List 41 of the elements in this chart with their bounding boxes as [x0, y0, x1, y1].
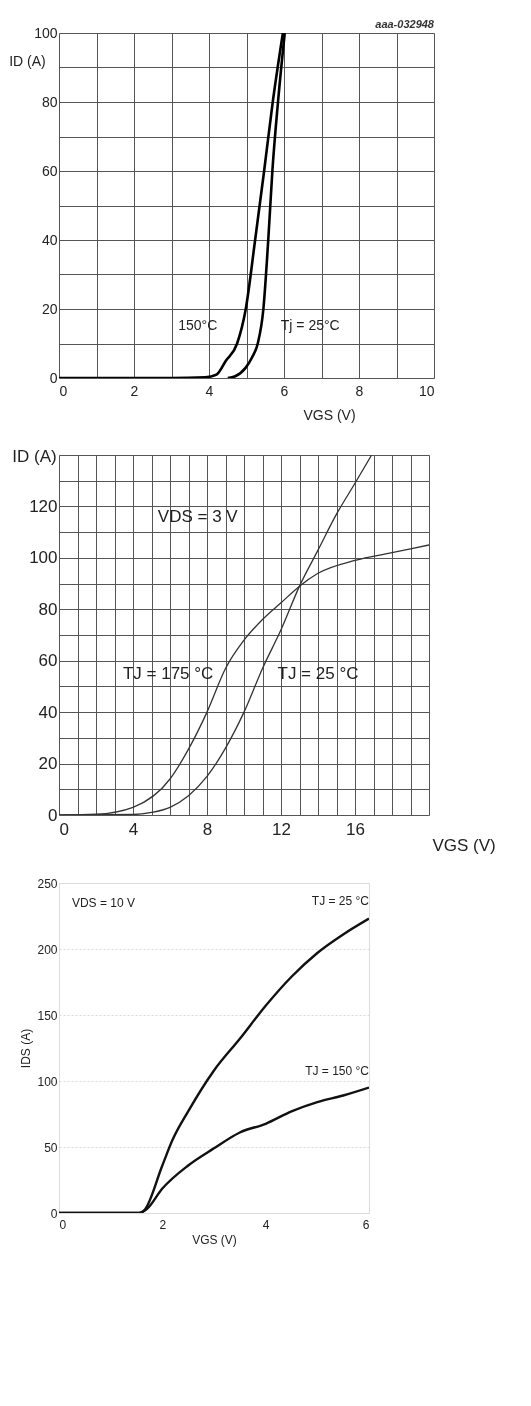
- y-tick-label: 80: [38, 599, 58, 619]
- y-tick-label: 60: [38, 651, 58, 671]
- y-tick-label: 200: [37, 942, 58, 957]
- y-tick-label: 100: [29, 548, 58, 568]
- y-tick-label: 40: [38, 702, 58, 722]
- y-tick-label: 120: [29, 496, 58, 516]
- x-axis-title: VGS (V): [432, 835, 496, 855]
- y-tick-label: 100: [34, 24, 58, 41]
- x-tick-label: 2: [130, 382, 139, 399]
- y-tick-label: 60: [41, 162, 58, 179]
- x-tick-label: 4: [205, 382, 214, 399]
- x-tick-label: 8: [355, 382, 364, 399]
- text: aaa-032948: [375, 18, 435, 30]
- x-tick-label: 4: [128, 819, 139, 839]
- series-label: TJ = 150 °C: [305, 1064, 370, 1079]
- y-tick-label: 80: [41, 93, 58, 110]
- y-tick-label: 0: [48, 805, 58, 825]
- y-tick-label: 0: [49, 369, 58, 386]
- y-axis-title: IDS (A): [19, 1028, 34, 1069]
- x-axis-title: VGS (V): [303, 406, 356, 423]
- y-tick-label: 150: [37, 1008, 58, 1023]
- x-tick-label: 6: [362, 1217, 370, 1232]
- x-tick-label: 10: [418, 382, 435, 399]
- x-tick-label: 2: [159, 1217, 167, 1232]
- y-tick-label: 20: [38, 754, 58, 774]
- y-tick-label: 0: [50, 1206, 58, 1221]
- x-axis-title: VGS (V): [192, 1232, 237, 1247]
- y-tick-label: 40: [41, 231, 58, 248]
- x-tick-label: 12: [272, 819, 291, 839]
- y-tick-label: 100: [37, 1074, 58, 1089]
- series-label: TJ = 25 °C: [311, 894, 370, 909]
- x-tick-label: 8: [202, 819, 213, 839]
- y-tick-label: 50: [44, 1140, 58, 1155]
- x-tick-label: 4: [262, 1217, 270, 1232]
- y-axis-title: ID (A): [9, 52, 46, 69]
- x-tick-label: 16: [346, 819, 365, 839]
- y-tick-label: 20: [41, 300, 58, 317]
- annotation: VDS = 10 V: [71, 895, 135, 910]
- y-axis-title: ID (A): [12, 446, 57, 466]
- x-tick-label: 6: [280, 382, 289, 399]
- y-tick-label: 250: [37, 876, 58, 891]
